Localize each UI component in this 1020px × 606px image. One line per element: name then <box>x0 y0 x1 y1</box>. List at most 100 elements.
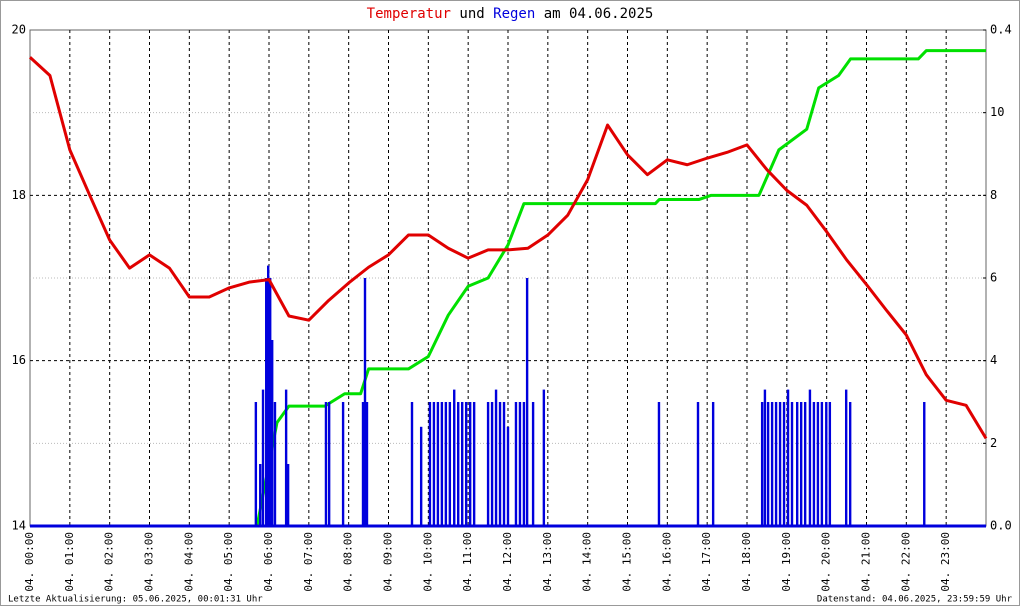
chart-title: Temperatur und Regen am 04.06.2025 <box>367 6 654 22</box>
x-tick-label: 04. 16:00 <box>660 532 673 592</box>
x-tick-label: 04. 20:00 <box>820 532 833 592</box>
rain-bar <box>803 402 807 526</box>
rain-bar <box>494 389 498 526</box>
rain-bar <box>341 402 345 526</box>
rain-bar <box>786 389 790 526</box>
x-tick-label: 04. 12:00 <box>501 532 514 592</box>
rain-bar <box>468 402 472 526</box>
y2-tick-label: 10 <box>990 105 1004 119</box>
rain-bar <box>502 402 506 526</box>
rain-bar <box>799 402 803 526</box>
rain-bar <box>490 402 494 526</box>
rain-bar <box>816 402 820 526</box>
title-part: am 04.06.2025 <box>544 6 654 22</box>
y-tick-label: 18 <box>12 188 26 202</box>
rain-bar <box>774 402 778 526</box>
rain-bar <box>812 402 816 526</box>
x-tick-label: 04. 03:00 <box>143 532 156 592</box>
x-tick-label: 04. 11:00 <box>461 532 474 592</box>
series-line <box>28 56 988 440</box>
x-tick-label: 04. 17:00 <box>700 532 713 592</box>
rain-bar <box>514 402 518 526</box>
rain-bar <box>460 402 464 526</box>
rain-bar <box>844 389 848 526</box>
rain-bar <box>265 278 268 526</box>
rain-bar <box>457 402 460 526</box>
x-tick-label: 04. 00:00 <box>23 532 36 592</box>
rain-bar <box>286 464 290 526</box>
x-tick-label: 04. 01:00 <box>63 532 76 592</box>
rain-bar <box>361 402 365 526</box>
rain-bar <box>261 389 265 526</box>
rain-bar <box>254 402 258 526</box>
y-tick-label: 14 <box>12 519 26 533</box>
footer-left: Letzte Aktualisierung: 05.06.2025, 00:01… <box>8 595 263 605</box>
title-part: Temperatur <box>367 6 451 22</box>
x-tick-label: 04. 13:00 <box>541 532 554 592</box>
rain-bar <box>268 278 272 526</box>
x-tick-label: 04. 15:00 <box>621 532 634 592</box>
rain-bar <box>486 402 490 526</box>
y2-tick-label: 4 <box>990 353 997 367</box>
rain-bar <box>363 278 367 526</box>
title-part: Regen <box>493 6 535 22</box>
x-tick-label: 04. 04:00 <box>182 532 195 592</box>
rain-bar <box>518 402 522 526</box>
rain-bar <box>324 402 328 526</box>
rain-bar <box>472 402 476 526</box>
x-tick-label: 04. 08:00 <box>342 532 355 592</box>
rain-bar <box>848 402 852 526</box>
x-tick-label: 04. 22:00 <box>899 532 912 592</box>
x-tick-label: 04. 18:00 <box>740 532 753 592</box>
rain-bar <box>820 402 824 526</box>
rain-bar <box>448 402 452 526</box>
y2-tick-label: 8 <box>990 188 997 202</box>
rain-bar <box>419 426 423 526</box>
y-tick-label: 16 <box>12 353 26 367</box>
y-tick-label: 20 <box>12 23 26 37</box>
title-part: und <box>459 6 484 22</box>
footer-right: Datenstand: 04.06.2025, 23:59:59 Uhr <box>817 595 1013 605</box>
rain-bar <box>273 402 277 526</box>
rain-bar <box>498 402 502 526</box>
x-tick-label: 04. 02:00 <box>103 532 116 592</box>
rain-bar <box>432 402 436 526</box>
x-tick-label: 04. 09:00 <box>382 532 395 592</box>
rain-bar <box>808 389 812 526</box>
x-tick-label: 04. 06:00 <box>262 532 275 592</box>
rain-bar <box>270 340 274 526</box>
x-tick-label: 04. 05:00 <box>222 532 235 592</box>
rain-bar <box>444 402 448 526</box>
rain-bar <box>763 389 767 526</box>
rain-bar <box>778 402 782 526</box>
y3-tick-label: 0.4 <box>990 23 1012 37</box>
rain-bar <box>795 402 799 526</box>
rain-bar <box>923 402 926 526</box>
y2-tick-label: 2 <box>990 436 997 450</box>
rain-bar <box>760 402 764 526</box>
rain-bar <box>825 402 828 526</box>
rain-bar <box>259 464 262 526</box>
x-tick-label: 04. 21:00 <box>860 532 873 592</box>
rain-bar <box>711 402 715 526</box>
rain-bar <box>782 402 786 526</box>
rain-bar <box>365 402 369 526</box>
rain-bar <box>522 402 526 526</box>
rain-bar <box>657 402 661 526</box>
rain-bar <box>464 402 468 526</box>
rain-bar <box>453 389 456 526</box>
rain-bar <box>828 402 832 526</box>
rain-bar <box>410 402 414 526</box>
x-tick-label: 04. 19:00 <box>780 532 793 592</box>
x-tick-label: 04. 10:00 <box>421 532 434 592</box>
rain-bar <box>440 402 444 526</box>
x-tick-label: 04. 23:00 <box>939 532 952 592</box>
y3-tick-label: 0.0 <box>990 519 1012 533</box>
x-tick-label: 04. 07:00 <box>302 532 315 592</box>
rain-bar <box>284 389 288 526</box>
rain-bar <box>428 402 432 526</box>
rain-bar <box>542 389 546 526</box>
rain-bar <box>525 278 529 526</box>
rain-bar <box>267 265 270 526</box>
